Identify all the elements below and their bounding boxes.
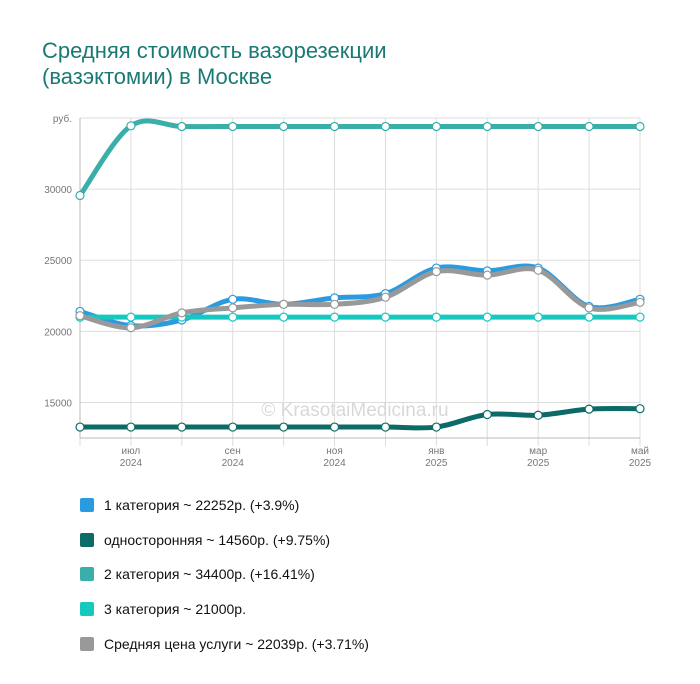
- legend-item[interactable]: Средняя цена услуги ~ 22039р. (+3.71%): [80, 626, 369, 661]
- y-unit-label: руб.: [53, 113, 72, 125]
- x-tick-label: сен: [225, 446, 241, 457]
- x-tick-label: май: [631, 446, 649, 457]
- data-point: [482, 121, 492, 132]
- legend-label: Средняя цена услуги ~ 22039р. (+3.71%): [104, 635, 369, 652]
- legend-swatch: [80, 532, 94, 547]
- legend-swatch: [80, 636, 94, 651]
- series-line: [77, 118, 643, 199]
- data-point: [584, 303, 594, 313]
- data-point: [279, 312, 289, 322]
- chart-title-line-1: Средняя стоимость вазорезекции: [42, 38, 387, 63]
- data-point: [228, 121, 238, 132]
- x-tick-year-label: 2025: [629, 458, 652, 469]
- data-point: [228, 294, 238, 304]
- data-point: [126, 323, 136, 333]
- legend-item[interactable]: 1 категория ~ 22252р. (+3.9%): [80, 488, 369, 523]
- data-point: [329, 422, 340, 432]
- y-tick-label: 20000: [44, 327, 72, 338]
- data-point: [279, 299, 289, 309]
- data-point: [380, 312, 391, 322]
- data-point: [635, 312, 645, 322]
- y-tick-label: 25000: [44, 256, 72, 267]
- data-point: [177, 308, 187, 318]
- x-tick-label: мар: [529, 446, 547, 457]
- data-point: [431, 312, 441, 322]
- x-tick-year-label: 2024: [120, 458, 143, 469]
- data-point: [380, 292, 391, 302]
- data-point: [584, 312, 594, 322]
- legend-item[interactable]: 3 категория ~ 21000р.: [80, 592, 369, 627]
- data-point: [75, 311, 85, 321]
- data-point: [228, 422, 238, 432]
- data-point: [533, 410, 543, 420]
- data-point: [533, 312, 543, 322]
- data-point: [329, 299, 340, 309]
- legend-label: 2 категория ~ 34400р. (+16.41%): [104, 566, 315, 583]
- data-point: [279, 121, 289, 132]
- data-point: [635, 121, 645, 132]
- data-point: [75, 422, 85, 432]
- legend-item[interactable]: 2 категория ~ 34400р. (+16.41%): [80, 557, 369, 592]
- chart-title-line-2: (вазэктомии) в Москве: [42, 64, 273, 89]
- chart-legend: 1 категория ~ 22252р. (+3.9%) односторон…: [80, 488, 369, 661]
- x-tick-label: янв: [428, 446, 444, 457]
- data-point: [482, 270, 492, 280]
- x-tick-year-label: 2024: [323, 458, 346, 469]
- y-tick-label: 30000: [44, 185, 72, 196]
- legend-swatch: [80, 602, 94, 617]
- legend-swatch: [80, 567, 94, 582]
- data-point: [329, 121, 340, 132]
- data-point: [482, 409, 492, 420]
- data-point: [228, 312, 238, 322]
- x-tick-year-label: 2025: [425, 458, 448, 469]
- data-point: [279, 422, 289, 432]
- data-point: [126, 121, 136, 131]
- data-point: [431, 422, 441, 432]
- chart-title: Средняя стоимость вазорезекции (вазэктом…: [42, 38, 662, 90]
- data-point: [533, 121, 543, 132]
- x-tick-year-label: 2025: [527, 458, 550, 469]
- data-point: [584, 121, 594, 132]
- data-point: [584, 404, 594, 414]
- data-point: [177, 422, 187, 432]
- y-tick-label: 15000: [44, 398, 72, 409]
- data-point: [380, 121, 391, 132]
- watermark-text: © KrasotaiMedicina.ru: [261, 400, 448, 421]
- data-point: [177, 121, 187, 132]
- legend-label: 3 категория ~ 21000р.: [104, 601, 246, 618]
- data-point: [126, 422, 136, 432]
- data-point: [380, 422, 391, 432]
- legend-label: односторонняя ~ 14560р. (+9.75%): [104, 531, 331, 548]
- data-point: [75, 190, 85, 201]
- legend-item[interactable]: односторонняя ~ 14560р. (+9.75%): [80, 523, 369, 558]
- x-tick-label: июл: [122, 446, 141, 457]
- data-point: [126, 312, 136, 322]
- data-point: [482, 312, 492, 322]
- x-tick-label: ноя: [326, 446, 343, 457]
- data-point: [228, 303, 238, 313]
- data-point: [431, 121, 441, 132]
- data-point: [635, 297, 645, 307]
- data-point: [533, 265, 543, 275]
- legend-label: 1 категория ~ 22252р. (+3.9%): [104, 497, 300, 514]
- legend-swatch: [80, 498, 94, 513]
- data-point: [329, 312, 340, 322]
- data-point: [431, 267, 441, 277]
- data-point: [635, 404, 645, 414]
- x-tick-year-label: 2024: [222, 458, 245, 469]
